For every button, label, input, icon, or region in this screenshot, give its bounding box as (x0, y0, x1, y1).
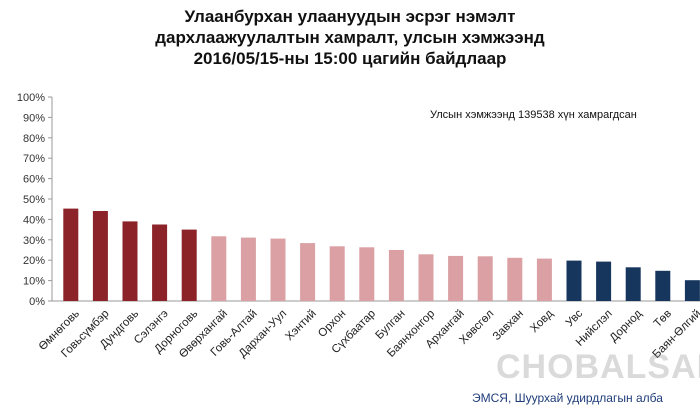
y-tick-label: 0% (29, 296, 45, 308)
bar (240, 237, 256, 301)
chart-title-line-2: дархлаажуулалтын хамралт, улсын хэмжээнд (155, 28, 545, 47)
bar (122, 221, 138, 301)
x-tick-label: Ховд (528, 308, 556, 336)
watermark-logo: CHOBALSAN MN (496, 348, 700, 386)
x-tick-label: Хэнтий (283, 308, 318, 343)
bar (63, 208, 79, 301)
y-tick-label: 60% (23, 174, 45, 186)
y-tick-label: 100% (17, 92, 45, 104)
bar (566, 260, 582, 301)
source-note: ЭМСЯ, Шуурхай удирдлагын алба (472, 391, 663, 405)
bar (507, 257, 523, 301)
bar (596, 261, 612, 301)
bar (329, 246, 345, 301)
bars (63, 208, 700, 301)
bar (418, 254, 434, 301)
chart-title: Улаанбурхан улаануудын эсрэг нэмэлт дарх… (0, 6, 700, 69)
bar (152, 224, 168, 301)
y-axis: 0% 10% 20% 30% 40% 50% 60% 70% 80% 90% 100% (17, 92, 700, 308)
bar (684, 280, 700, 301)
bar (477, 256, 493, 301)
bar (655, 270, 671, 301)
bar (92, 211, 108, 301)
x-tick-label: Увс (564, 308, 586, 330)
bar (300, 243, 316, 301)
y-tick-label: 90% (23, 112, 45, 124)
chart-annotation: Улсын хэмжээнд 139538 хүн хамрагдсан (430, 109, 637, 121)
chart-title-line-1: Улаанбурхан улаануудын эсрэг нэмэлт (184, 7, 516, 26)
bar (270, 238, 286, 301)
bar (448, 255, 464, 301)
bar (181, 229, 197, 301)
bar (536, 258, 552, 301)
bar (211, 236, 227, 301)
y-tick-label: 40% (23, 214, 45, 226)
bar (388, 250, 404, 301)
y-tick-label: 50% (23, 194, 45, 206)
y-tick-label: 70% (23, 153, 45, 165)
x-tick-label: Төв (652, 308, 674, 330)
x-tick-label: Дорнод (608, 308, 645, 345)
chart-title-line-3: 2016/05/15-ны 15:00 цагийн байдлаар (193, 49, 507, 68)
y-tick-label: 10% (23, 276, 45, 288)
y-tick-label: 20% (23, 255, 45, 267)
y-tick-label: 30% (23, 235, 45, 247)
bar (359, 247, 375, 301)
bar (625, 267, 641, 301)
x-tick-label: Завхан (491, 308, 526, 343)
y-tick-label: 80% (23, 133, 45, 145)
